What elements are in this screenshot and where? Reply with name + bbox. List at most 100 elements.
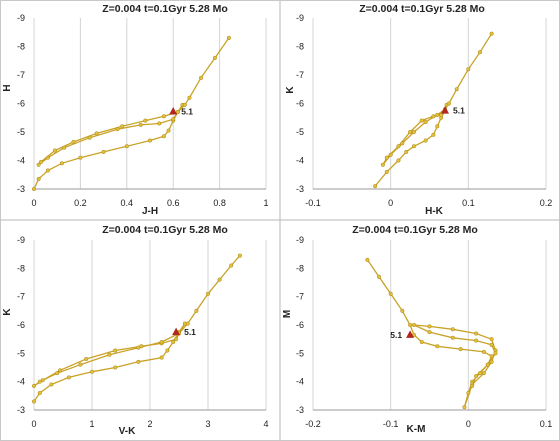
data-point xyxy=(147,138,153,143)
data-point xyxy=(38,159,44,164)
data-point xyxy=(481,349,486,354)
y-tick-label: -7 xyxy=(296,70,304,80)
y-tick-label: -9 xyxy=(296,235,304,245)
data-point xyxy=(113,365,118,370)
chart-title: Z=0.004 t=0.1Gyr 5.28 Mo xyxy=(102,3,228,15)
x-tick-label: 0.1 xyxy=(462,198,475,208)
y-tick-label: -8 xyxy=(296,263,304,273)
data-point xyxy=(138,122,143,127)
y-tick-label: -4 xyxy=(296,377,304,387)
data-point xyxy=(485,362,490,367)
x-tick-label: 0 xyxy=(388,198,393,208)
data-point xyxy=(431,132,436,137)
data-point xyxy=(380,162,385,167)
data-point xyxy=(373,184,378,189)
data-point xyxy=(489,31,494,36)
data-point xyxy=(175,110,180,115)
data-point xyxy=(477,50,483,55)
data-point xyxy=(411,322,417,328)
data-point xyxy=(31,383,37,388)
y-tick-label: -7 xyxy=(17,70,25,80)
chart-panel: 0 1 2 3 4 -3 -4 -5 -6 -7 -8 -9 Z=0.004 t=0.1Gyr 5.28… xyxy=(2,224,269,437)
data-point xyxy=(59,161,64,166)
y-tick-label: -6 xyxy=(296,99,304,109)
data-point xyxy=(124,144,129,149)
data-point xyxy=(450,327,455,332)
data-point xyxy=(466,67,471,72)
x-axis-label: K-M xyxy=(407,424,426,435)
x-tick-label: 0 xyxy=(466,419,471,429)
chart-panel: -0.1 0 0.1 0.2 -3 -4 -5 -6 -7 -8 -9 Z=0.004 t=0.1Gy… xyxy=(285,3,552,217)
data-point xyxy=(66,375,71,380)
x-tick-label: 4 xyxy=(263,419,268,429)
data-point xyxy=(388,152,393,157)
x-tick-label: 1 xyxy=(263,198,268,208)
data-point xyxy=(388,291,393,296)
y-tick-label: -6 xyxy=(296,320,304,330)
chart-title: Z=0.004 t=0.1Gyr 5.28 Mo xyxy=(359,3,485,15)
data-point xyxy=(113,348,118,353)
data-point xyxy=(423,119,428,125)
x-axis-label: J-H xyxy=(142,206,158,217)
data-point xyxy=(481,371,486,376)
data-point xyxy=(226,35,231,41)
y-tick-label: -9 xyxy=(17,235,25,245)
data-point xyxy=(474,338,479,343)
series-line xyxy=(33,37,230,190)
data-point xyxy=(31,399,37,404)
x-tick-label: 0.2 xyxy=(74,198,87,208)
data-point xyxy=(477,371,483,376)
y-tick-label: -5 xyxy=(296,348,304,358)
data-point xyxy=(458,347,463,352)
data-point xyxy=(237,253,242,258)
y-axis-label: H xyxy=(2,84,13,91)
data-point xyxy=(157,121,162,126)
data-point xyxy=(31,186,37,192)
y-tick-label: -5 xyxy=(296,127,304,137)
data-point xyxy=(115,127,120,132)
data-point xyxy=(171,117,176,122)
y-tick-label: -8 xyxy=(17,263,25,273)
data-point xyxy=(400,141,405,146)
data-point xyxy=(446,101,451,106)
data-point xyxy=(493,351,498,356)
data-point xyxy=(194,308,199,313)
data-point xyxy=(136,359,141,364)
data-point xyxy=(396,144,401,149)
data-point xyxy=(384,169,389,174)
x-axis-label: H-K xyxy=(425,206,444,217)
data-point xyxy=(62,145,67,150)
data-point xyxy=(45,155,50,160)
data-point xyxy=(107,352,112,357)
y-tick-label: -5 xyxy=(17,127,25,137)
data-point xyxy=(174,337,179,342)
x-tick-label: 0.8 xyxy=(213,198,226,208)
data-point xyxy=(427,324,432,329)
data-point xyxy=(411,129,417,135)
x-axis-label: V-K xyxy=(119,426,136,437)
data-point xyxy=(36,162,41,167)
y-tick-label: -3 xyxy=(17,405,25,415)
data-point xyxy=(78,155,83,160)
highlight-label: 5.1 xyxy=(181,106,193,116)
y-tick-label: -4 xyxy=(296,156,304,166)
data-point xyxy=(161,114,166,119)
chart-panel: -0.2 -0.1 0 0.1 -3 -4 -5 -6 -7 -8 -9 Z=0.004 t=0.1G… xyxy=(282,224,552,435)
data-point xyxy=(52,148,57,153)
data-point xyxy=(36,176,41,182)
data-point xyxy=(489,354,494,359)
highlight-marker xyxy=(441,106,450,114)
data-point xyxy=(489,359,494,364)
x-tick-label: 0 xyxy=(31,198,36,208)
data-point xyxy=(489,342,494,347)
data-point xyxy=(411,144,417,149)
chart-title: Z=0.004 t=0.1Gyr 5.28 Mo xyxy=(352,224,478,236)
y-tick-label: -5 xyxy=(17,348,25,358)
data-point xyxy=(171,339,176,345)
x-tick-label: 0.1 xyxy=(540,419,553,429)
data-point xyxy=(396,158,401,163)
data-point xyxy=(159,355,164,360)
highlight-marker xyxy=(169,106,178,115)
x-tick-label: 1 xyxy=(89,419,94,429)
